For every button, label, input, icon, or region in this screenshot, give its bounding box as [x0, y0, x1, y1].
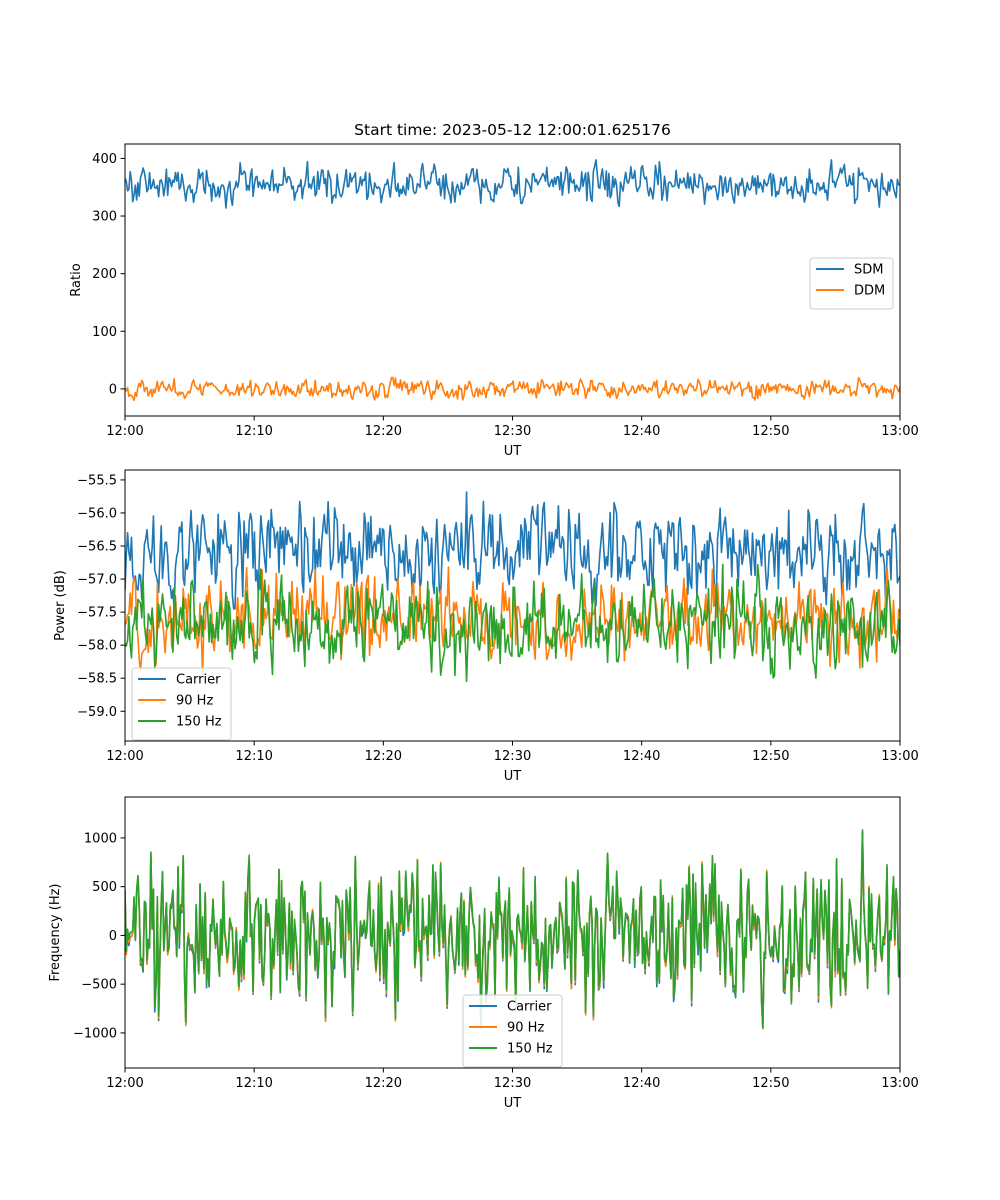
legend-box	[809, 257, 894, 310]
y-axis-label: Ratio	[69, 263, 84, 296]
legend: Carrier 90 Hz 150 Hz	[462, 994, 563, 1068]
y-tick-label: 1000	[84, 831, 117, 846]
x-axis-label: UT	[504, 444, 522, 459]
y-tick-label: 500	[92, 880, 117, 895]
x-tick-label: 12:30	[494, 1076, 531, 1091]
x-tick-label: 12:10	[235, 1076, 272, 1091]
series-line-150-hz	[125, 829, 900, 1029]
y-tick-label: 0	[109, 929, 117, 944]
x-tick-label: 13:00	[881, 1076, 918, 1091]
y-tick-label: −56.0	[77, 506, 117, 521]
x-tick-label: 12:40	[623, 749, 660, 764]
legend-label: DDM	[854, 284, 885, 299]
x-tick-label: 12:40	[623, 1076, 660, 1091]
y-tick-label: 200	[92, 267, 117, 282]
x-tick-label: 13:00	[881, 424, 918, 439]
y-tick-label: 400	[92, 152, 117, 167]
x-tick-label: 13:00	[881, 749, 918, 764]
legend-label: 90 Hz	[176, 694, 213, 709]
x-tick-label: 12:20	[365, 1076, 402, 1091]
y-axis-label: Frequency (Hz)	[48, 883, 63, 981]
y-tick-label: −58.0	[77, 639, 117, 654]
series-line-sdm	[125, 159, 900, 209]
x-axis-label: UT	[504, 769, 522, 784]
y-tick-label: −55.5	[77, 473, 117, 488]
legend: Carrier 90 Hz 150 Hz	[131, 667, 232, 741]
y-tick-label: −1000	[73, 1026, 117, 1041]
legend-label: 150 Hz	[176, 715, 222, 730]
y-tick-label: −57.5	[77, 606, 117, 621]
x-axis-label: UT	[504, 1096, 522, 1111]
x-tick-label: 12:20	[365, 424, 402, 439]
x-tick-label: 12:00	[106, 424, 143, 439]
x-tick-label: 12:50	[752, 1076, 789, 1091]
y-tick-label: −58.5	[77, 672, 117, 687]
x-tick-label: 12:30	[494, 749, 531, 764]
x-tick-label: 12:20	[365, 749, 402, 764]
y-tick-label: −56.5	[77, 540, 117, 555]
figure-title: Start time: 2023-05-12 12:00:01.625176	[354, 121, 671, 139]
legend-label: Carrier	[176, 673, 221, 688]
y-tick-label: 300	[92, 210, 117, 225]
x-tick-label: 12:00	[106, 1076, 143, 1091]
x-tick-label: 12:10	[235, 424, 272, 439]
chart-panel-2: 12:00 12:10 12:20 12:30 12:40 12:50 13:00 −55.5…	[53, 469, 919, 784]
x-tick-label: 12:10	[235, 749, 272, 764]
y-tick-label: −500	[81, 978, 117, 993]
x-tick-label: 12:50	[752, 749, 789, 764]
legend-label: 150 Hz	[507, 1042, 553, 1057]
legend-label: 90 Hz	[507, 1021, 544, 1036]
y-tick-label: 100	[92, 325, 117, 340]
chart-panel-1: 12:00 12:10 12:20 12:30 12:40 12:50 13:00 0 100 2…	[69, 143, 919, 459]
series-line-ddm	[125, 376, 900, 402]
legend-label: SDM	[854, 263, 883, 278]
y-tick-label: 0	[109, 382, 117, 397]
x-tick-label: 12:50	[752, 424, 789, 439]
y-tick-label: −57.0	[77, 573, 117, 588]
series-line-carrier	[125, 491, 900, 610]
legend: SDM DDM	[809, 257, 894, 310]
x-tick-label: 12:30	[494, 424, 531, 439]
series-line-150-hz	[125, 563, 900, 683]
y-axis-label: Power (dB)	[53, 570, 68, 641]
y-tick-label: −59.0	[77, 705, 117, 720]
x-tick-label: 12:40	[623, 424, 660, 439]
chart-panel-3: 12:00 12:10 12:20 12:30 12:40 12:50 13:00 1000 5…	[48, 796, 919, 1111]
x-tick-label: 12:00	[106, 749, 143, 764]
legend-label: Carrier	[507, 1000, 552, 1015]
